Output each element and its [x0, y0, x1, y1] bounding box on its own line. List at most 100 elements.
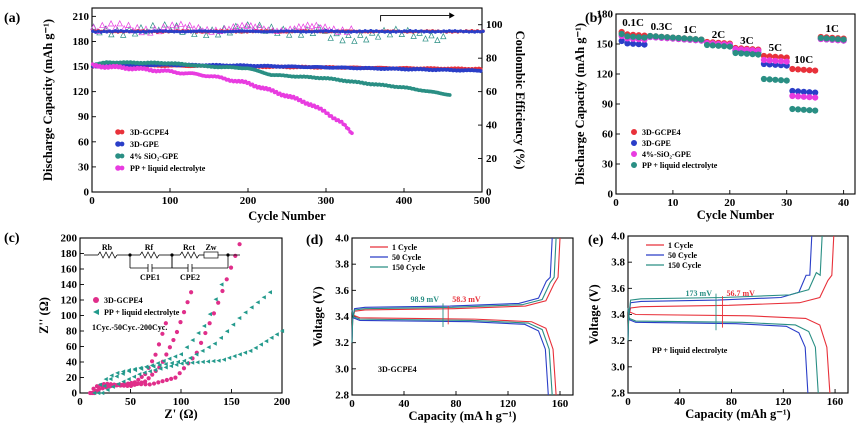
eis-point-PP + liquid electrolyte	[224, 329, 230, 334]
rate-label-b: 2C	[712, 29, 726, 41]
efficiency-point-teal	[440, 32, 447, 40]
efficiency-point-3D-GPE	[422, 30, 426, 34]
eis-point-PP + liquid electrolyte	[158, 366, 163, 371]
eis-point-3D-GCPE4	[139, 382, 144, 387]
efficiency-point-3D-GPE	[416, 29, 421, 34]
eis-point-PP + liquid electrolyte	[121, 379, 126, 384]
eis-point-PP + liquid electrolyte	[221, 357, 226, 362]
y-tick-label-a: 30	[78, 161, 90, 173]
efficiency-point-3D-GPE	[164, 29, 168, 33]
efficiency-point-3D-GPE	[343, 30, 348, 34]
eis-point-PP + liquid electrolyte	[249, 305, 254, 310]
rate-point-PP + liquid electrolyte	[686, 35, 694, 42]
efficiency-point-3D-GPE	[287, 29, 292, 34]
efficiency-point-3D-GPE	[329, 29, 334, 33]
eis-point-PP + liquid electrolyte	[139, 366, 144, 371]
x-tick-label-a: 0	[89, 195, 95, 207]
y-tick-label-c: 200	[61, 233, 78, 245]
y-tick-label-c: 180	[61, 248, 78, 260]
eis-point-PP + liquid electrolyte	[253, 345, 258, 351]
rate-point-3D-GPE	[635, 41, 642, 48]
efficiency-point-pink	[252, 23, 259, 30]
rate-point-PP + liquid electrolyte	[829, 35, 836, 42]
charge-curve-150 Cycle	[351, 237, 557, 343]
eis-point-PP + liquid electrolyte	[155, 361, 160, 366]
eis-point-PP + liquid electrolyte	[114, 374, 119, 379]
efficiency-point-3D-GPE	[380, 29, 384, 33]
x-axis-label-b: Cycle Number	[697, 208, 775, 222]
efficiency-point-3D-GPE	[220, 30, 224, 34]
y-tick-label-e: 3.0	[611, 361, 625, 373]
circuit-label: CPE2	[180, 273, 200, 282]
eis-point-PP + liquid electrolyte	[132, 367, 138, 373]
efficiency-point-3D-GPE	[152, 29, 157, 33]
eis-point-3D-GCPE4	[171, 337, 176, 343]
efficiency-point-3D-GPE	[414, 29, 418, 33]
efficiency-point-teal	[268, 23, 275, 30]
legend-marker-b	[631, 151, 637, 157]
x-tick-label-b: 0	[613, 197, 619, 209]
rate-point-PP + liquid electrolyte	[647, 32, 654, 40]
eis-point-PP + liquid electrolyte	[126, 377, 131, 382]
rate-point-4%-SiO₂-GPE	[794, 93, 802, 100]
efficiency-point-3D-GPE	[127, 29, 131, 34]
efficiency-point-3D-GPE	[397, 29, 401, 33]
eis-point-PP + liquid electrolyte	[242, 350, 248, 355]
efficiency-point-teal	[345, 31, 352, 38]
efficiency-point-3D-GPE	[96, 29, 101, 34]
efficiency-point-3D-GPE	[363, 29, 367, 33]
efficiency-point-3D-GPE	[340, 29, 345, 34]
legend-label-e: 1 Cycle	[668, 241, 694, 250]
efficiency-point-3D-GPE	[189, 29, 193, 34]
eis-point-3D-GCPE4	[237, 242, 242, 247]
eis-point-PP + liquid electrolyte	[102, 383, 107, 389]
efficiency-point-3D-GPE	[442, 29, 446, 33]
panel-label-d: (d)	[306, 233, 323, 248]
charge-curve-50 Cycle	[351, 237, 553, 343]
x-tick-label-e: 160	[827, 396, 844, 408]
rate-point-PP + liquid electrolyte	[823, 35, 830, 42]
eis-point-PP + liquid electrolyte	[227, 355, 232, 360]
y-axis-label-a: Discharge Capacity (mAh g⁻¹)	[41, 19, 55, 181]
x-tick-label-d: 80	[451, 398, 463, 410]
rate-point-3D-GCPE4	[800, 66, 807, 73]
rate-point-PP + liquid electrolyte	[629, 33, 637, 40]
eis-point-PP + liquid electrolyte	[184, 361, 189, 366]
eis-point-3D-GCPE4	[207, 321, 212, 326]
eis-point-PP + liquid electrolyte	[195, 360, 200, 365]
efficiency-point-3D-GPE	[245, 29, 249, 33]
rate-label-b: 1C	[683, 24, 697, 36]
efficiency-point-3D-GPE	[324, 29, 328, 33]
eis-point-3D-GCPE4	[185, 300, 190, 305]
efficiency-point-3D-GPE	[296, 29, 300, 33]
rate-label-b: 10C	[794, 54, 813, 66]
polarization-label-teal-e: 173 mV	[686, 289, 713, 298]
capacity-point-PP + liquid electrolyte	[343, 123, 347, 127]
efficiency-point-3D-GPE	[270, 30, 275, 34]
eis-point-3D-GCPE4	[198, 340, 204, 345]
legend-label-d: 1 Cycle	[392, 243, 418, 252]
eis-point-3D-GCPE4	[160, 331, 165, 336]
x-tick-label-e: 120	[775, 396, 792, 408]
inset-label-e: PP + liquid electrolyte	[652, 346, 728, 355]
polarization-label-teal-d: 98.9 mV	[411, 295, 440, 304]
y-tick-label-b: 90	[602, 99, 614, 111]
eis-point-3D-GCPE4	[134, 381, 140, 387]
eis-point-3D-GCPE4	[211, 311, 217, 316]
eis-point-PP + liquid electrolyte	[137, 372, 142, 377]
efficiency-point-3D-GPE	[385, 29, 390, 34]
eis-point-3D-GCPE4	[130, 381, 135, 387]
efficiency-point-3D-GPE	[130, 29, 134, 33]
legend-label-c: 3D-GCPE4	[104, 296, 143, 305]
eis-point-PP + liquid electrolyte	[237, 352, 242, 357]
efficiency-point-3D-GPE	[161, 29, 165, 34]
efficiency-point-teal	[351, 37, 358, 44]
capacity-point-3D-GPE	[478, 69, 483, 73]
efficiency-point-3D-GPE	[194, 29, 199, 34]
efficiency-point-3D-GPE	[223, 30, 227, 34]
efficiency-point-3D-GPE	[290, 29, 294, 33]
efficiency-point-3D-GPE	[124, 29, 129, 33]
eis-point-PP + liquid electrolyte	[169, 360, 174, 366]
efficiency-point-3D-GPE	[248, 29, 252, 33]
